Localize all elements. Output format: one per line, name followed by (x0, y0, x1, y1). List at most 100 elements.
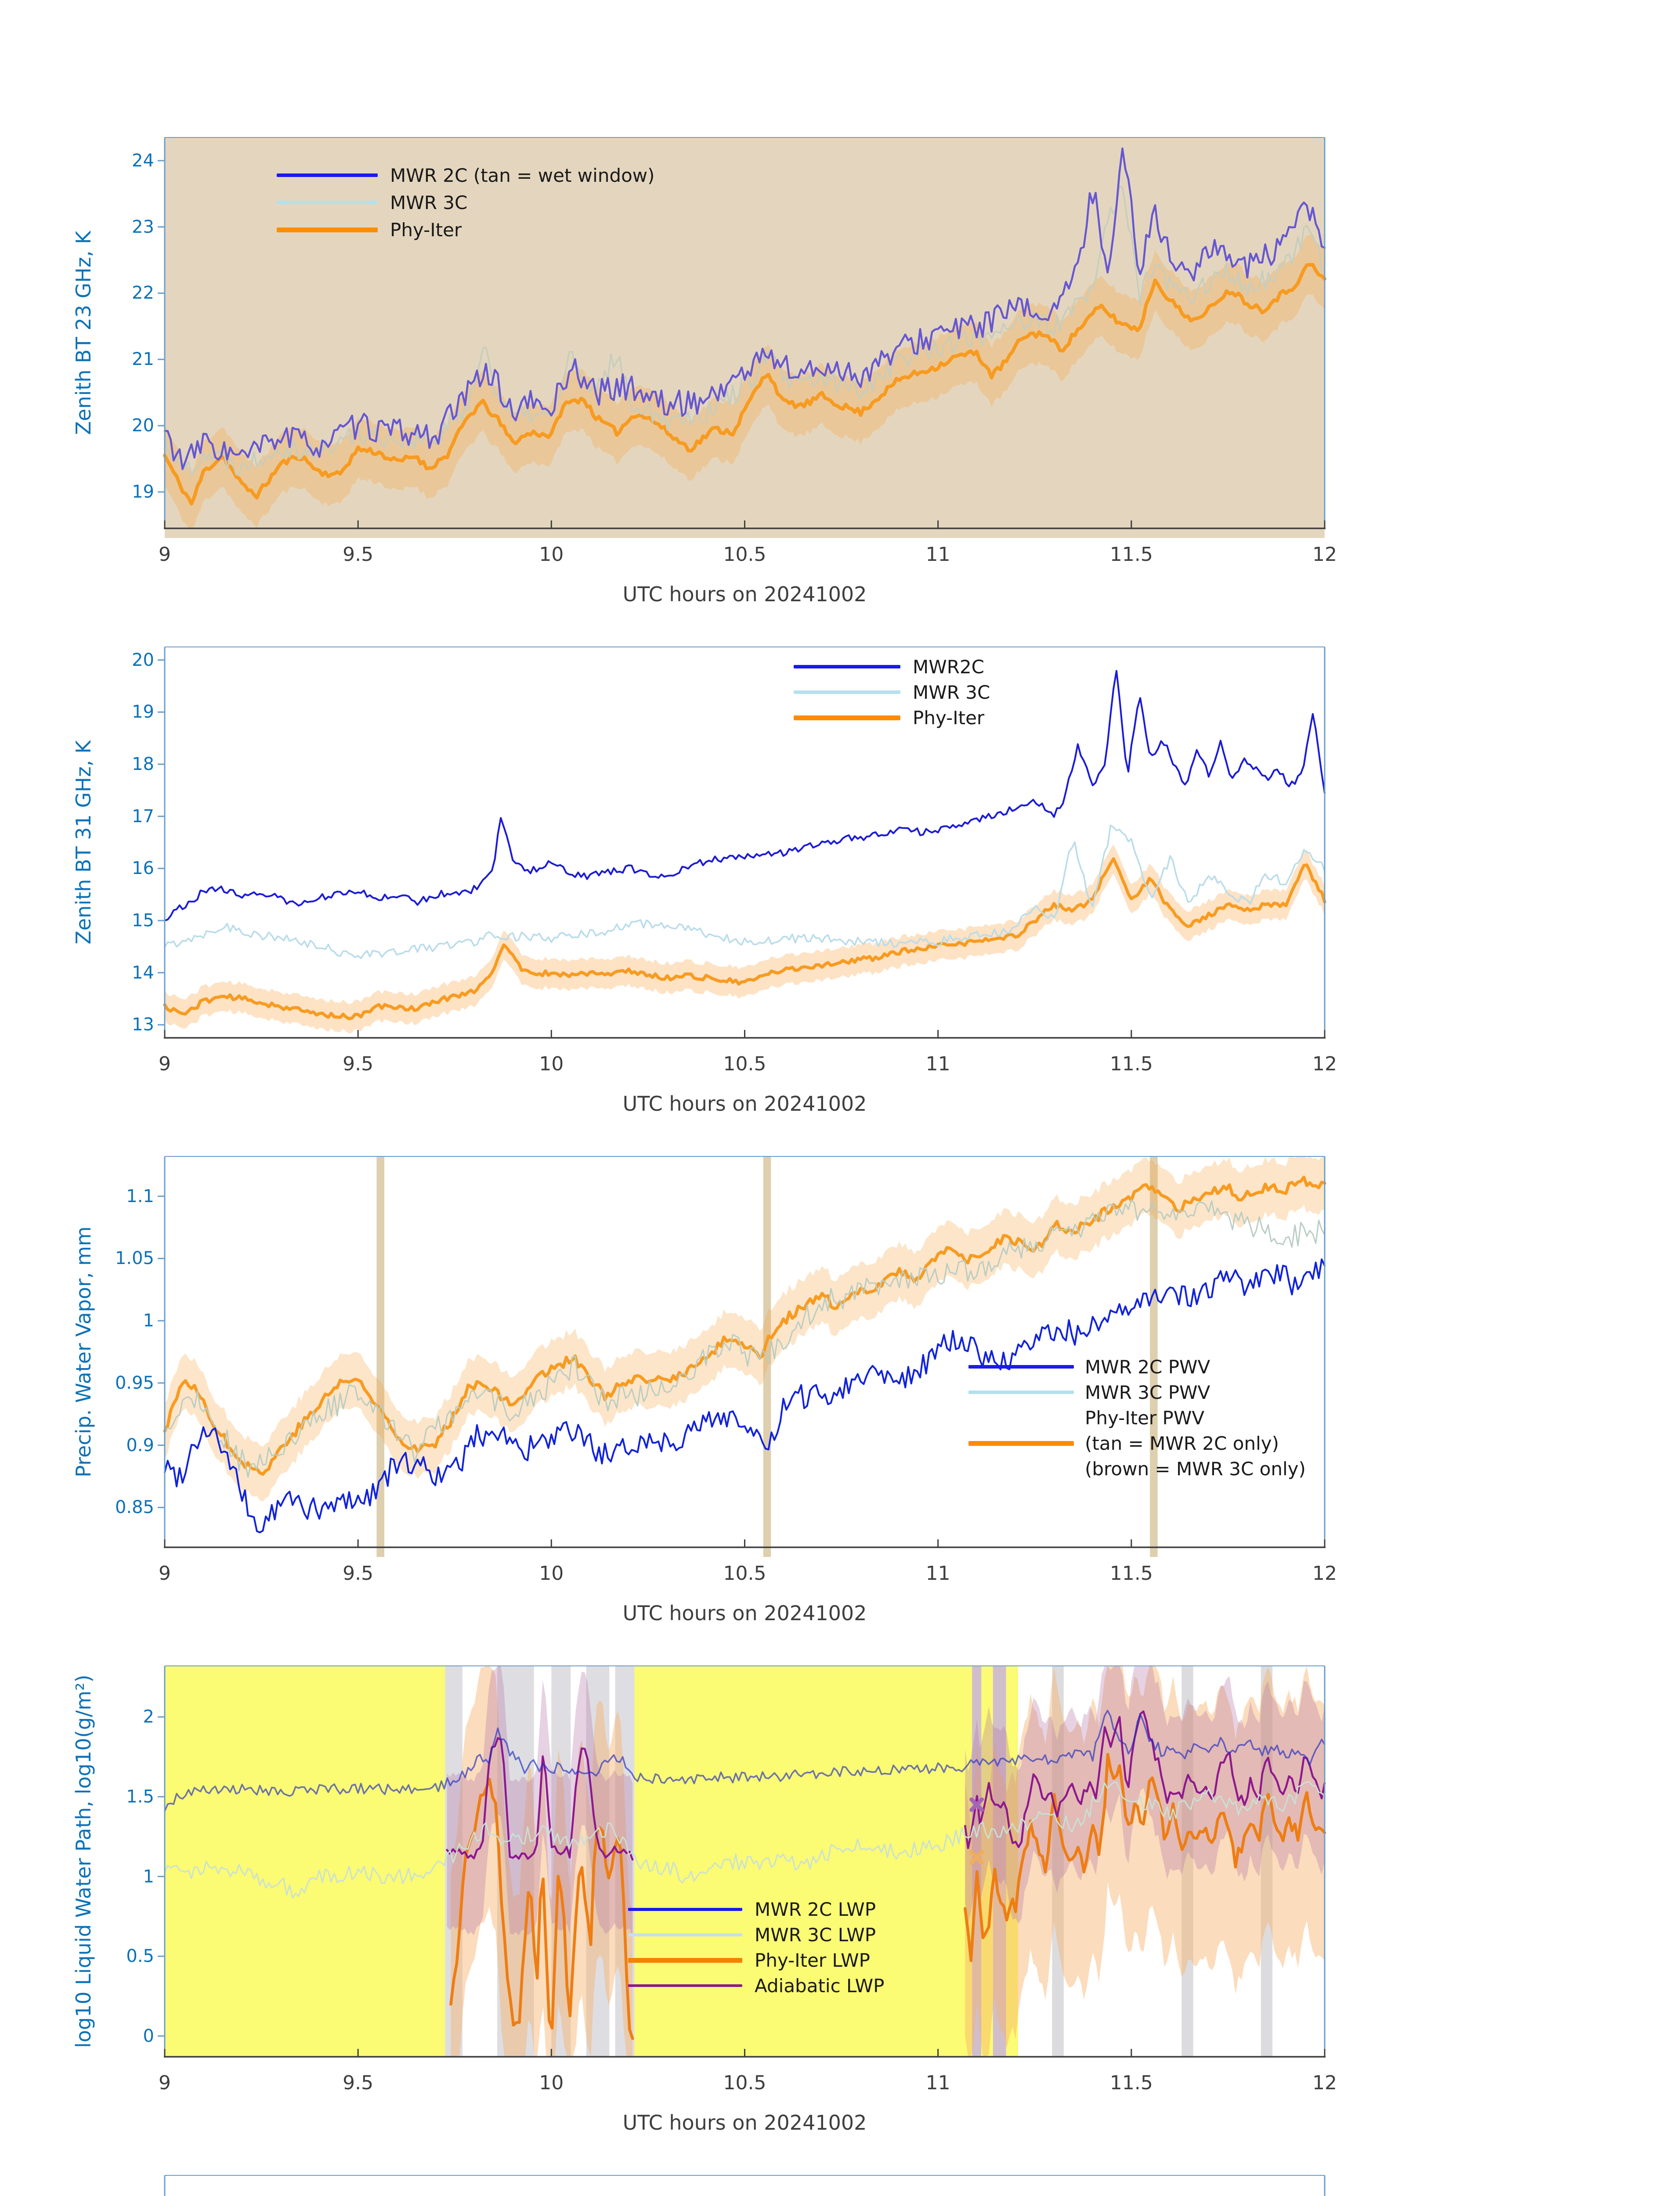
legend-label: MWR 2C LWP (755, 1898, 876, 1920)
x-tick-label: 10.5 (723, 2072, 766, 2094)
background-band (586, 1666, 610, 2057)
phy-iter-uncertainty-band (165, 844, 1325, 1033)
adiabatic-lwp-line (446, 1737, 634, 1861)
y-tick-label: 2 (143, 1707, 154, 1727)
background-band (1006, 1666, 1018, 2057)
adiabatic-lwp-line (964, 1710, 1326, 1849)
x-marker (969, 1797, 984, 1812)
y-axis-label: log10 Liquid Water Path, log10(g/m²) (72, 1674, 95, 2048)
phy-iter-pwv-line (163, 1175, 1326, 1476)
y-tick-label: 0.85 (115, 1497, 154, 1518)
x-tick-label: 9 (159, 2072, 171, 2094)
chart-canvas-4 (164, 2175, 1326, 2196)
legend-swatch (628, 1933, 742, 1936)
x-tick-label: 11.5 (1109, 1053, 1153, 1075)
y-tick-label: 1.5 (126, 1786, 154, 1807)
chart-canvas-3 (158, 1665, 1326, 2058)
y-tick-label: 15 (132, 910, 154, 931)
y-tick-label: 24 (132, 150, 154, 171)
adiabatic-lwp-uncertainty-band (965, 1666, 1325, 1925)
legend-entry: MWR 3C PWV (968, 1381, 1210, 1404)
x-tick-label: 10 (539, 2072, 564, 2094)
y-tick-label: 1 (143, 1866, 154, 1887)
phy-iter-lwp-uncertainty-band (965, 1666, 1325, 2057)
background-band (615, 1666, 635, 2057)
y-axis-label: Precip. Water Vapor, mm (72, 1226, 95, 1477)
background-band (165, 1666, 445, 2057)
x-tick-label: 9 (159, 1053, 171, 1075)
x-marker (969, 1850, 984, 1865)
y-axis-label: Zenith BT 31 GHz, K (72, 740, 95, 945)
background-band (993, 1666, 1006, 2057)
x-tick-label: 11 (925, 1562, 950, 1585)
phy-iter-line (163, 857, 1326, 1021)
legend-label: Phy-Iter (913, 707, 985, 729)
legend-swatch (968, 1365, 1074, 1369)
legend-entry: MWR 2C PWV (968, 1355, 1210, 1378)
y-tick-label: 19 (132, 482, 154, 502)
legend-label: Phy-Iter (390, 219, 462, 241)
legend-entry: MWR 2C LWP (628, 1898, 876, 1921)
phy-iter-pwv-uncertainty-band (165, 1156, 1325, 1502)
legend-label: Phy-Iter LWP (755, 1949, 870, 1971)
x-tick-label: 11.5 (1109, 1562, 1153, 1585)
background-band (165, 137, 1325, 538)
phy-iter-lwp-line (449, 1777, 634, 2040)
legend-entry: MWR2C (794, 655, 984, 678)
legend-label: Adiabatic LWP (755, 1975, 885, 1997)
adiabatic-lwp-uncertainty-band (447, 1666, 633, 1936)
y-tick-label: 16 (132, 858, 154, 879)
legend-label: MWR 3C (390, 191, 468, 213)
y-tick-label: 18 (132, 754, 154, 774)
x-axis-label: UTC hours on 20241002 (622, 2111, 867, 2135)
legend-swatch (628, 1984, 742, 1987)
mwr-3c-line (164, 824, 1326, 959)
y-tick-label: 0 (143, 2026, 154, 2046)
x-tick-label: 9.5 (343, 2072, 374, 2094)
legend-label: MWR 3C LWP (755, 1924, 876, 1946)
mwr-3c-line (164, 185, 1326, 476)
legend-swatch (277, 227, 378, 232)
legend-label: MWR 3C PWV (1085, 1381, 1210, 1403)
x-axis-label: UTC hours on 20241002 (622, 582, 867, 606)
y-tick-label: 17 (132, 806, 154, 827)
x-tick-label: 11 (925, 1053, 950, 1075)
y-tick-label: 0.5 (126, 1946, 154, 1967)
x-tick-label: 9.5 (343, 1053, 374, 1075)
legend-swatch (794, 665, 900, 668)
y-tick-label: 20 (132, 650, 154, 670)
x-axis-label: UTC hours on 20241002 (622, 1601, 867, 1625)
background-band (972, 1666, 982, 2057)
background-band (1261, 1666, 1273, 2057)
chart-canvas-0 (158, 137, 1326, 538)
y-tick-label: 0.95 (115, 1372, 154, 1393)
legend-entry: Phy-Iter PWV (968, 1406, 1204, 1429)
y-tick-label: 1.1 (126, 1186, 154, 1206)
mwr-2c-pwv-line (164, 1258, 1326, 1534)
x-tick-label: 9.5 (343, 1562, 374, 1585)
mwr-3c-pwv-line (164, 1199, 1326, 1478)
y-axis-label: Zenith BT 23 GHz, K (72, 231, 95, 435)
phy-iter-uncertainty-band (165, 235, 1325, 528)
background-band (445, 1666, 462, 2057)
x-tick-label: 12 (1312, 1562, 1337, 1585)
legend-entry: MWR 3C (794, 681, 990, 704)
y-tick-label: 22 (132, 283, 154, 303)
background-band (981, 1666, 993, 2057)
legend-label: MWR 3C (913, 681, 990, 703)
mwr-3c-lwp-line (164, 1781, 1326, 1899)
x-tick-label: 10 (539, 1562, 564, 1585)
background-band (551, 1666, 571, 2057)
legend-label: (tan = MWR 2C only) (1085, 1432, 1279, 1454)
x-tick-label: 12 (1312, 1053, 1337, 1075)
legend-label: MWR 2C (tan = wet window) (390, 164, 655, 186)
y-tick-label: 14 (132, 962, 154, 983)
mwr-2c-line (163, 147, 1326, 470)
y-tick-label: 20 (132, 415, 154, 436)
legend-swatch (277, 201, 378, 204)
background-band (497, 1666, 534, 2057)
